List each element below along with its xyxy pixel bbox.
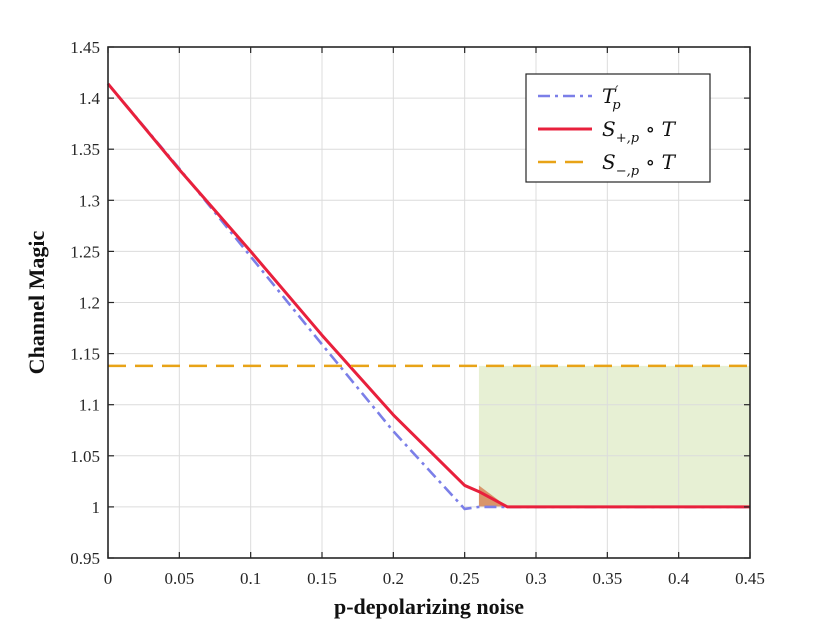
- legend: T′ pS+,p ∘ TS−,p ∘ T: [525, 73, 711, 183]
- y-axis-title: Channel Magic: [24, 230, 49, 374]
- y-tick-label: 1.4: [79, 89, 101, 108]
- legend-label-1: S+,p ∘ T: [602, 117, 677, 146]
- legend-text-part: −,p: [616, 164, 640, 179]
- x-axis-title: p-depolarizing noise: [334, 594, 524, 619]
- legend-text-part: T: [602, 84, 617, 108]
- x-tick-label: 0.25: [450, 569, 480, 588]
- series-line-1: [106, 82, 750, 509]
- x-tick-label: 0.3: [525, 569, 546, 588]
- x-tick-label: 0.2: [383, 569, 404, 588]
- y-tick-label: 1.25: [70, 242, 100, 261]
- x-tick-label: 0.4: [668, 569, 690, 588]
- x-tick-label: 0.1: [240, 569, 261, 588]
- x-tick-label: 0.15: [307, 569, 337, 588]
- legend-text-part: +,p: [616, 131, 640, 146]
- y-tick-label: 1.35: [70, 140, 100, 159]
- legend-label-2: S−,p ∘ T: [602, 150, 677, 179]
- y-tick-label: 1: [92, 498, 101, 517]
- legend-label-0: T′ p: [602, 84, 621, 113]
- x-tick-label: 0.45: [735, 569, 765, 588]
- legend-text-part: S: [602, 117, 616, 141]
- y-tick-label: 1.2: [79, 294, 100, 313]
- y-tick-label: 1.1: [79, 396, 100, 415]
- x-tick-label: 0.35: [592, 569, 622, 588]
- legend-text-part: ∘ T: [639, 117, 677, 141]
- y-tick-label: 0.95: [70, 549, 100, 568]
- axis-ticks: 0 0.05 0.1 0.15 0.2 0.25 0.3 0.35 0.4 0.45 0.95 1 1.…: [70, 38, 765, 588]
- y-tick-label: 1.3: [79, 191, 100, 210]
- shaded-regions: [478, 365, 750, 507]
- shaded-region-0: [478, 365, 750, 507]
- y-tick-label: 1.45: [70, 38, 100, 57]
- y-tick-label: 1.15: [70, 345, 100, 364]
- y-tick-label: 1.05: [70, 447, 100, 466]
- legend-text-part: S: [602, 150, 616, 174]
- series-lines: [106, 82, 750, 511]
- legend-box: [525, 73, 711, 183]
- legend-text-part: p: [612, 98, 621, 113]
- legend-text-part: ∘ T: [639, 150, 677, 174]
- x-tick-label: 0: [104, 569, 113, 588]
- x-tick-label: 0.05: [164, 569, 194, 588]
- shaded-region-1: [478, 485, 508, 507]
- legend-text-part: ′: [615, 84, 618, 99]
